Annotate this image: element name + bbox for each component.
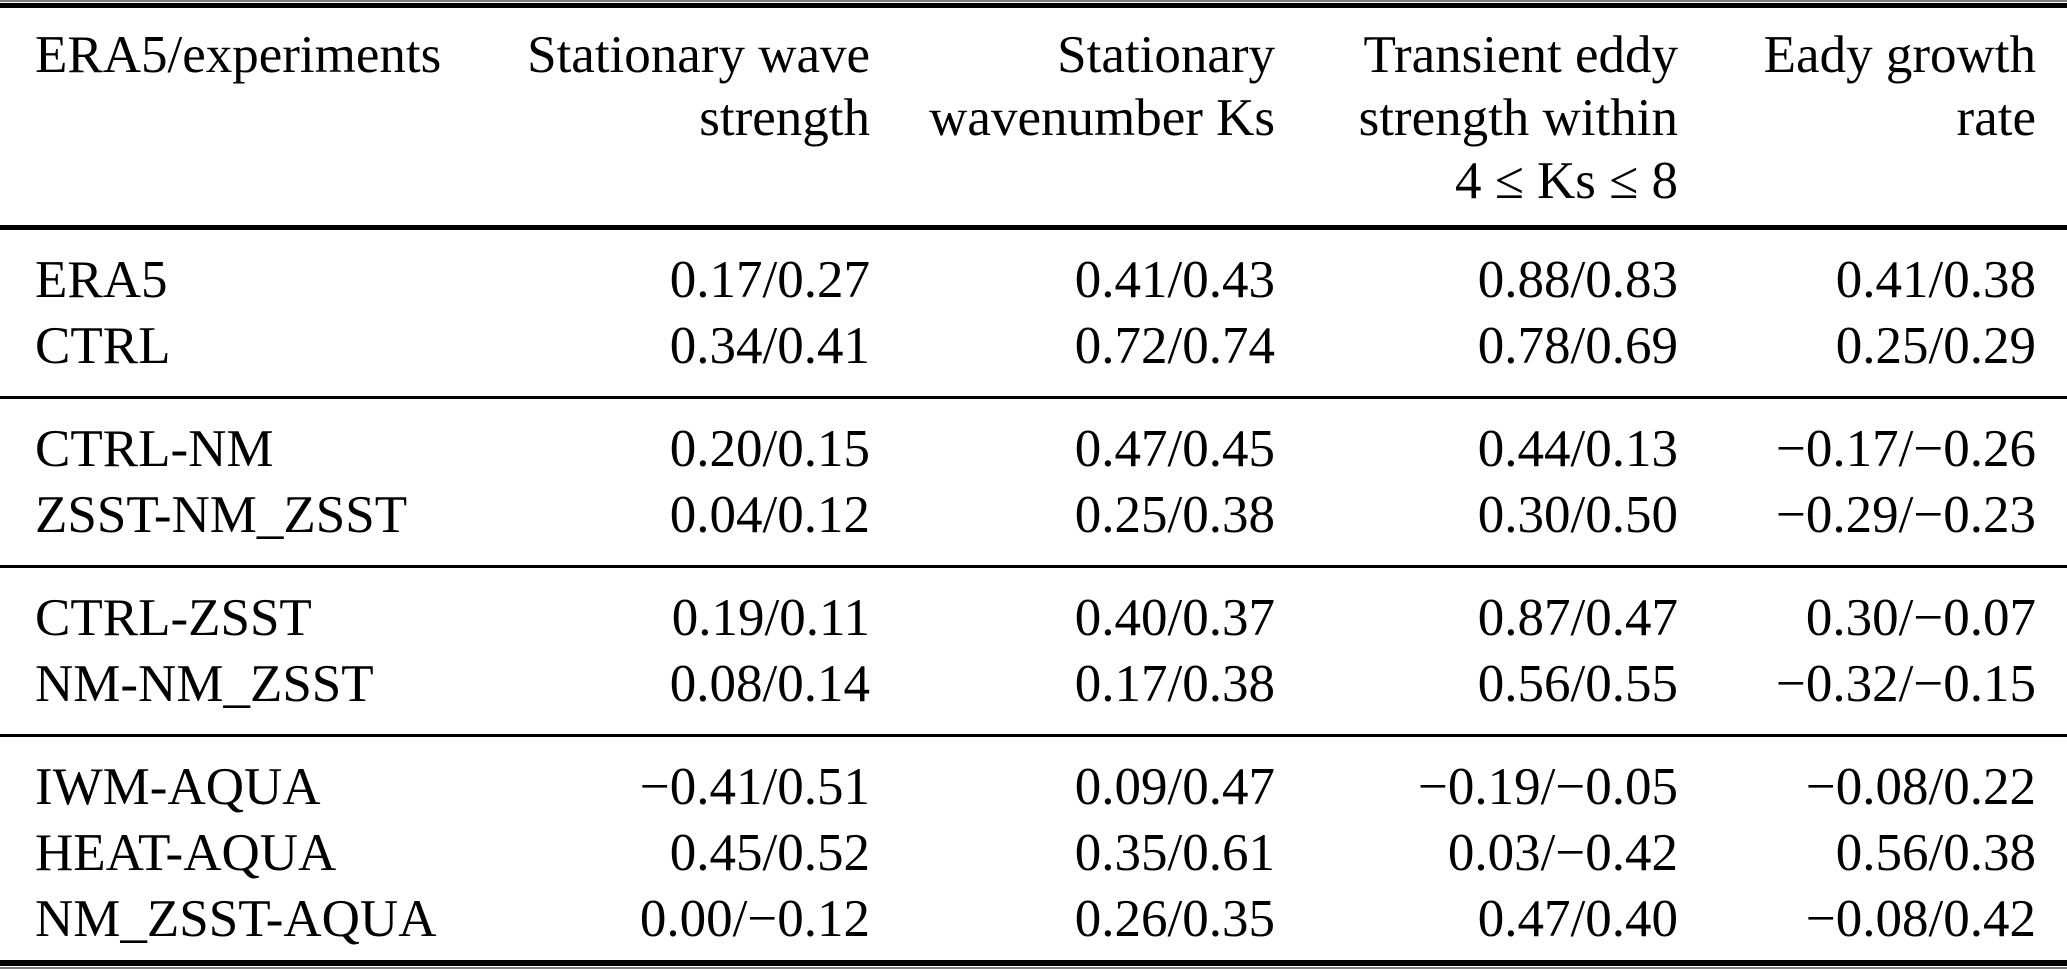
value-cell: 0.09/0.47 xyxy=(1074,758,1276,816)
group-divider-rule xyxy=(0,565,2067,568)
header-cell-experiments: ERA5/experiments xyxy=(35,24,475,213)
value-cell: 0.26/0.35 xyxy=(1074,890,1276,948)
value-cell: 0.25/0.38 xyxy=(1074,486,1276,544)
value-cell: 0.88/0.83 xyxy=(1477,251,1679,309)
header-line: 4 ≤ Ks ≤ 8 xyxy=(1454,152,1679,210)
value-cell: −0.29/−0.23 xyxy=(1775,486,2036,544)
table-top-rule xyxy=(0,3,2067,8)
table-header-row: ERA5/experiments Stationary wave strengt… xyxy=(0,8,2067,225)
row-group-4: IWM-AQUA −0.41/0.51 0.09/0.47 −0.19/−0.0… xyxy=(0,737,2067,960)
value-cell: 0.47/0.40 xyxy=(1477,890,1679,948)
value-cell: −0.17/−0.26 xyxy=(1775,420,2036,478)
value-cell: 0.34/0.41 xyxy=(669,317,871,375)
experiment-name: CTRL-NM xyxy=(35,420,274,478)
value-cell: 0.44/0.13 xyxy=(1477,420,1679,478)
value-cell: 0.03/−0.42 xyxy=(1447,824,1679,882)
header-cell-stationary-wave-strength: Stationary wave strength xyxy=(475,24,870,213)
value-cell: 0.78/0.69 xyxy=(1477,317,1679,375)
experiment-name: NM_ZSST-AQUA xyxy=(35,890,437,948)
value-cell: 0.04/0.12 xyxy=(669,486,871,544)
header-line: wavenumber Ks xyxy=(929,89,1276,147)
header-line: rate xyxy=(1956,89,2036,147)
value-cell: 0.20/0.15 xyxy=(669,420,871,478)
experiment-name: ERA5 xyxy=(35,251,168,309)
header-cell-transient-eddy-strength: Transient eddy strength within 4 ≤ Ks ≤ … xyxy=(1275,24,1678,213)
table-row: IWM-AQUA −0.41/0.51 0.09/0.47 −0.19/−0.0… xyxy=(35,754,2036,820)
value-cell: 0.19/0.11 xyxy=(671,589,871,647)
value-cell: −0.08/0.42 xyxy=(1805,890,2036,948)
value-cell: 0.87/0.47 xyxy=(1477,589,1679,647)
header-line: strength within xyxy=(1358,89,1679,147)
value-cell: 0.47/0.45 xyxy=(1074,420,1276,478)
value-cell: 0.40/0.37 xyxy=(1074,589,1276,647)
value-cell: 0.56/0.38 xyxy=(1835,824,2036,882)
value-cell: 0.45/0.52 xyxy=(669,824,871,882)
value-cell: −0.08/0.22 xyxy=(1805,758,2036,816)
experiment-name: IWM-AQUA xyxy=(35,758,321,816)
value-cell: 0.00/−0.12 xyxy=(639,890,871,948)
value-cell: 0.08/0.14 xyxy=(669,655,871,713)
table-row: CTRL 0.34/0.41 0.72/0.74 0.78/0.69 0.25/… xyxy=(35,313,2036,379)
value-cell: 0.72/0.74 xyxy=(1074,317,1276,375)
row-group-3: CTRL-ZSST 0.19/0.11 0.40/0.37 0.87/0.47 … xyxy=(0,568,2067,734)
table-row: ERA5 0.17/0.27 0.41/0.43 0.88/0.83 0.41/… xyxy=(35,247,2036,313)
header-line: strength xyxy=(699,89,871,147)
table-row: CTRL-ZSST 0.19/0.11 0.40/0.37 0.87/0.47 … xyxy=(35,585,2036,651)
value-cell: 0.35/0.61 xyxy=(1074,824,1276,882)
table-bottom-rule xyxy=(0,960,2067,966)
experiment-name: HEAT-AQUA xyxy=(35,824,337,882)
value-cell: 0.41/0.38 xyxy=(1835,251,2036,309)
experiment-name: ZSST-NM_ZSST xyxy=(35,486,408,544)
header-line: Stationary wave xyxy=(527,26,871,84)
header-bottom-rule xyxy=(0,225,2067,230)
value-cell: 0.30/−0.07 xyxy=(1805,589,2036,647)
value-cell: 0.41/0.43 xyxy=(1074,251,1276,309)
row-group-1: ERA5 0.17/0.27 0.41/0.43 0.88/0.83 0.41/… xyxy=(0,230,2067,396)
header-cell-eady-growth-rate: Eady growth rate xyxy=(1678,24,2036,213)
header-line: ERA5/experiments xyxy=(35,26,442,84)
table-row: NM-NM_ZSST 0.08/0.14 0.17/0.38 0.56/0.55… xyxy=(35,651,2036,717)
table-row: HEAT-AQUA 0.45/0.52 0.35/0.61 0.03/−0.42… xyxy=(35,820,2036,886)
value-cell: 0.56/0.55 xyxy=(1477,655,1679,713)
value-cell: 0.17/0.38 xyxy=(1074,655,1276,713)
value-cell: 0.30/0.50 xyxy=(1477,486,1679,544)
value-cell: 0.25/0.29 xyxy=(1835,317,2036,375)
value-cell: 0.17/0.27 xyxy=(669,251,871,309)
table-row: ZSST-NM_ZSST 0.04/0.12 0.25/0.38 0.30/0.… xyxy=(35,482,2036,548)
table-row: NM_ZSST-AQUA 0.00/−0.12 0.26/0.35 0.47/0… xyxy=(35,886,2036,952)
experiment-name: CTRL xyxy=(35,317,171,375)
value-cell: −0.19/−0.05 xyxy=(1418,758,1679,816)
value-cell: −0.41/0.51 xyxy=(639,758,871,816)
header-line: Eady growth xyxy=(1763,26,2036,84)
experiment-name: NM-NM_ZSST xyxy=(35,655,374,713)
experiment-name: CTRL-ZSST xyxy=(35,589,312,647)
header-cell-stationary-wavenumber-ks: Stationary wavenumber Ks xyxy=(870,24,1275,213)
value-cell: −0.32/−0.15 xyxy=(1775,655,2036,713)
table-row: CTRL-NM 0.20/0.15 0.47/0.45 0.44/0.13 −0… xyxy=(35,416,2036,482)
row-group-2: CTRL-NM 0.20/0.15 0.47/0.45 0.44/0.13 −0… xyxy=(0,399,2067,565)
group-divider-rule xyxy=(0,396,2067,399)
group-divider-rule xyxy=(0,734,2067,737)
header-line: Stationary xyxy=(1057,26,1276,84)
header-line: Transient eddy xyxy=(1363,26,1679,84)
